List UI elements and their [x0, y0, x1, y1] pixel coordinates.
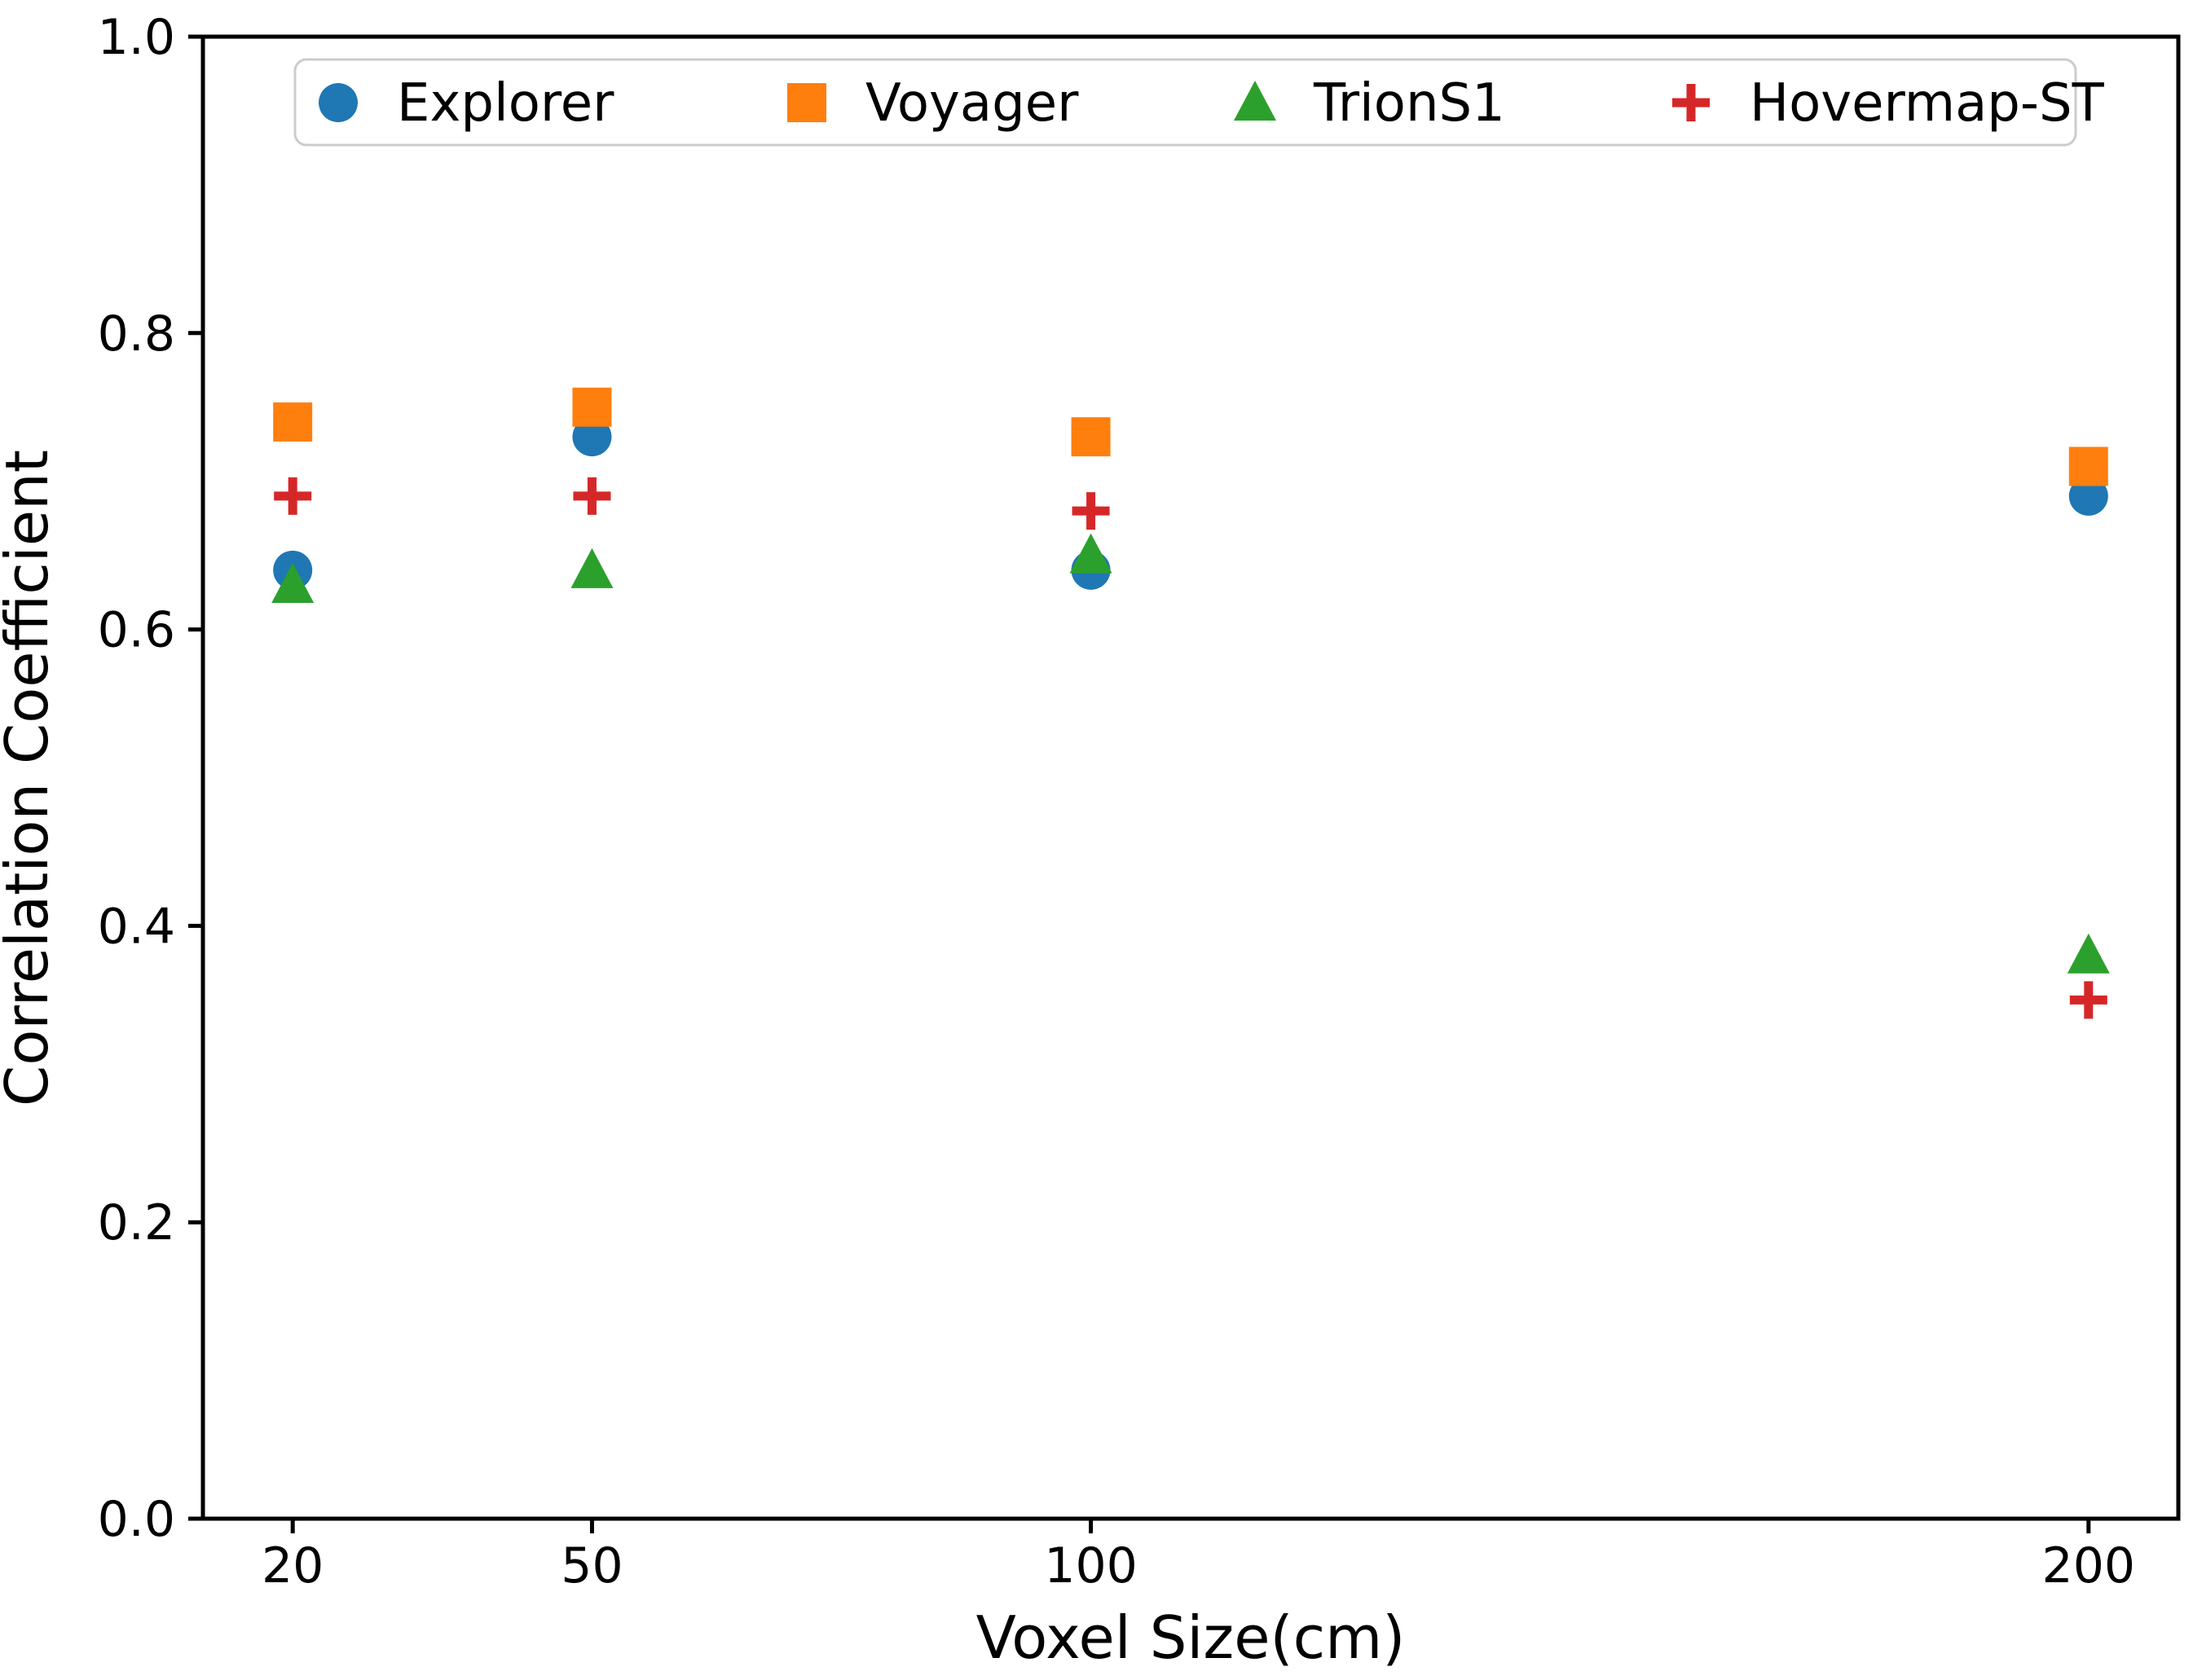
data-layer	[271, 387, 2110, 1019]
y-tick-label: 0.8	[98, 306, 175, 363]
legend-marker-hovermap-st	[1672, 84, 1710, 121]
legend: Explorer Voyager TrionS1 Hovermap-ST	[293, 58, 2105, 147]
data-point-trions1-100	[1069, 533, 1112, 574]
data-point-hovermap-st-20	[274, 477, 312, 515]
data-point-voyager-20	[273, 402, 313, 442]
y-tick-label: 0.4	[98, 898, 175, 955]
legend-marker-voyager	[787, 83, 826, 122]
data-point-hovermap-st-50	[573, 477, 611, 515]
legend-label-explorer: Explorer	[397, 73, 614, 134]
y-tick-label: 0.6	[98, 602, 175, 659]
legend-box	[293, 58, 2077, 147]
y-axis-label: Correlation Coefficient	[0, 450, 61, 1106]
data-point-voyager-100	[1071, 417, 1111, 457]
y-tick-label: 0.2	[98, 1194, 175, 1251]
data-point-voyager-200	[2068, 446, 2108, 486]
data-point-hovermap-st-200	[2069, 981, 2107, 1019]
x-tick-label: 100	[1044, 1537, 1138, 1594]
data-point-hovermap-st-100	[1072, 492, 1110, 530]
x-tick-label: 20	[262, 1537, 324, 1594]
data-point-explorer-200	[2068, 476, 2108, 516]
legend-label-voyager: Voyager	[865, 73, 1079, 134]
data-point-trions1-200	[2067, 933, 2110, 974]
x-axis-label: Voxel Size(cm)	[976, 1603, 1406, 1672]
y-tick-label: 0.0	[98, 1491, 175, 1548]
data-point-explorer-50	[572, 417, 612, 457]
plot-border	[200, 34, 2181, 1521]
legend-label-hovermap-st: Hovermap-ST	[1750, 73, 2105, 134]
data-point-trions1-20	[271, 563, 315, 604]
legend-marker-explorer	[319, 83, 358, 122]
data-point-voyager-50	[572, 387, 612, 427]
plot-area: 0.0 0.2 0.4 0.6 0.8 1.0 20 50 100 200	[98, 9, 2181, 1594]
legend-label-trions1: TrionS1	[1313, 73, 1505, 134]
x-tick-label: 200	[2042, 1537, 2136, 1594]
data-point-trions1-50	[570, 548, 614, 588]
x-tick-label: 50	[561, 1537, 623, 1594]
y-tick-label: 1.0	[98, 9, 175, 66]
legend-marker-trions1	[1234, 81, 1276, 121]
